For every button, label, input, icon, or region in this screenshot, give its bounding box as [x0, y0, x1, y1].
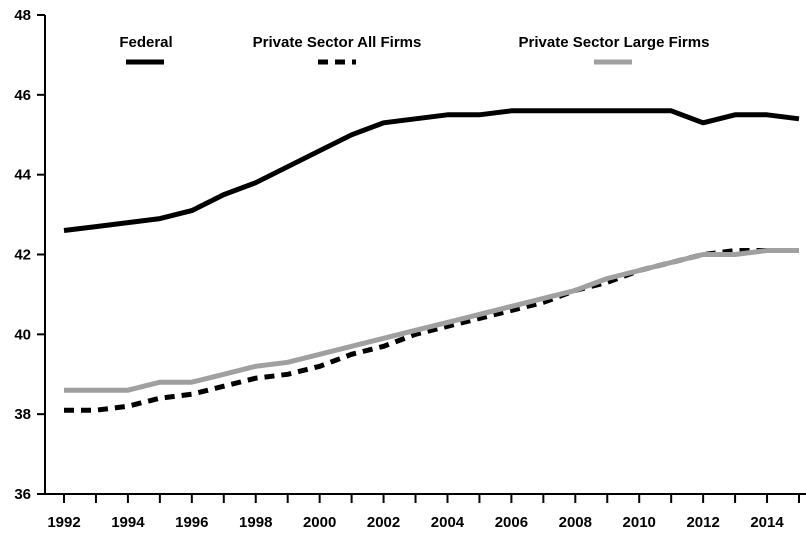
y-tick-label: 46	[14, 87, 31, 104]
x-tick-label: 2014	[750, 514, 784, 531]
x-tick-label: 2012	[686, 514, 719, 531]
y-tick-label: 40	[14, 326, 31, 343]
series-line-federal	[63, 108, 800, 233]
legend-label: Private Sector Large Firms	[519, 34, 710, 51]
x-tick-label: 2008	[559, 514, 592, 531]
series-line-private-sector-large-firms	[64, 248, 799, 393]
x-tick-label: 1998	[239, 514, 272, 531]
x-tick-label: 2010	[623, 514, 656, 531]
y-tick-label: 36	[14, 486, 31, 503]
legend-label: Private Sector All Firms	[253, 34, 422, 51]
x-axis-ticks: 1992 1994 1996 1998 2000 2002 2004 2006 2008 2010…	[47, 494, 800, 531]
x-tick-label: 2006	[495, 514, 528, 531]
x-tick-label: 1996	[175, 514, 208, 531]
legend-label: Federal	[119, 34, 172, 51]
y-axis-ticks: 36 38 40 42 44 46 48	[14, 7, 45, 503]
legend: Federal Private Sector All Firms Private S…	[119, 34, 710, 65]
series-lines	[63, 108, 800, 413]
x-tick-label: 2002	[367, 514, 400, 531]
y-tick-label: 44	[14, 167, 31, 184]
x-tick-label: 1994	[111, 514, 145, 531]
series-line-private-sector-all-firms	[64, 248, 799, 413]
y-tick-label: 38	[14, 406, 31, 423]
y-tick-label: 48	[14, 7, 31, 24]
x-tick-label: 2000	[303, 514, 336, 531]
x-tick-label: 1992	[47, 514, 80, 531]
y-tick-label: 42	[14, 247, 31, 264]
x-tick-label: 2004	[431, 514, 465, 531]
plot-frame	[44, 15, 806, 495]
